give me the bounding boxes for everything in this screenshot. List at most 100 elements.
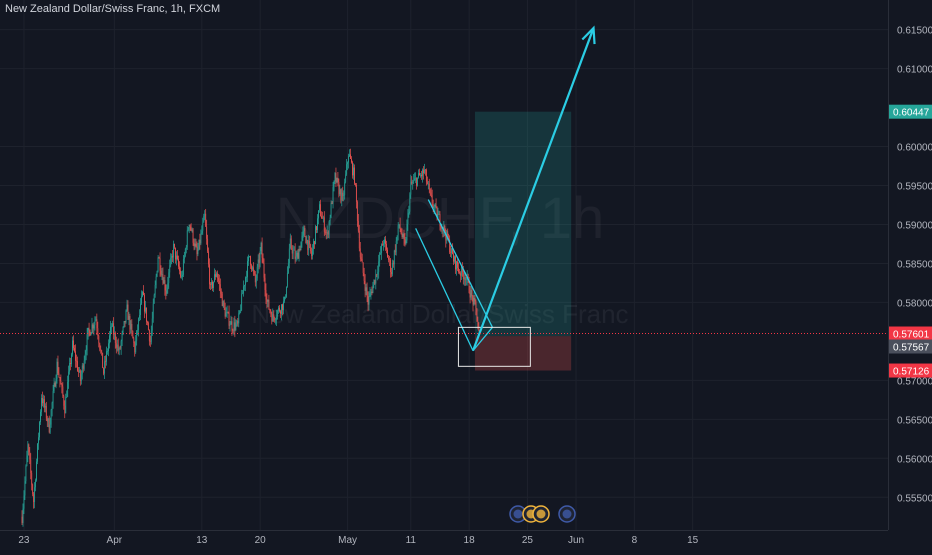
candle-body [173,244,174,258]
candle-body [199,240,200,250]
candle-body [44,399,45,407]
candle-body [296,257,297,259]
candle-body [139,315,140,318]
price-tick-label: 0.59000 [897,220,932,231]
candle-body [465,277,466,280]
candle-body [207,239,208,252]
time-tick-label: 25 [522,535,534,546]
candle-body [158,257,159,271]
candle-body [199,240,200,244]
candle-body [407,213,408,224]
candle-body [177,256,178,259]
candle-body [129,316,130,320]
candle-body [170,258,171,265]
candle-body [246,277,247,278]
candle-body [298,253,299,259]
candle-body [153,303,154,318]
candle-body [172,256,173,257]
candle-body [459,272,460,273]
price-label-text: 0.57126 [893,367,930,378]
candle-body [398,225,399,235]
candle-body [333,187,334,204]
candle-body [102,353,103,368]
candle-body [463,272,464,279]
candle-body [310,244,311,251]
events-layer[interactable] [510,506,575,522]
candle-body [286,287,287,297]
candle-body [389,260,390,261]
profit-zone[interactable] [475,112,571,336]
candle-body [87,334,88,350]
candle-body [219,281,220,284]
candle-body [86,351,87,355]
candle-body [244,285,245,286]
candle-body [145,308,146,312]
candle-body [115,333,116,343]
candle-body [235,324,236,330]
candle-body [225,308,226,316]
time-tick-label: 15 [687,535,699,546]
candle-body [354,167,355,183]
candle-body [427,181,428,183]
candle-body [218,278,219,281]
candle-body [221,291,222,294]
candle-body [365,281,366,291]
candle-body [40,412,41,422]
candle-body [138,318,139,330]
candle-body [367,287,368,296]
candle-body [428,184,429,185]
candle-body [156,277,157,285]
candle-body [250,256,251,265]
watermark-name: New Zealand Dollar/Swiss Franc [251,299,628,329]
candle-body [118,345,119,351]
candle-body [239,311,240,313]
candle-body [253,267,254,271]
candle-body [369,296,370,304]
candle-body [263,258,264,264]
candle-body [382,244,383,245]
candle-body [282,304,283,310]
candle-body [46,406,47,418]
candle-body [53,391,54,402]
candle-body [370,293,371,296]
candle-body [143,292,144,295]
candle-body [58,362,59,374]
candle-body [133,338,134,343]
candle-body [305,237,306,244]
candle-body [347,162,348,164]
candle-body [39,422,40,437]
candle-body [311,251,312,256]
candle-body [230,325,231,326]
stop-loss-zone[interactable] [475,336,571,370]
candle-body [353,167,354,175]
candle-body [95,319,96,321]
candle-body [159,257,160,258]
candle-body [300,249,301,250]
candle-body [395,251,396,253]
candle-body [34,487,35,502]
candle-body [412,182,413,183]
candle-body [61,384,62,386]
candle-body [175,248,176,260]
earth-icon[interactable] [559,506,575,522]
candle-body [390,260,391,272]
candle-body [187,231,188,248]
candle-body [381,244,382,253]
flag-icon[interactable] [533,506,549,522]
candle-body [35,480,36,487]
candle-body [228,312,229,313]
candle-body [473,296,474,305]
candle-body [269,309,270,311]
candle-body [399,224,400,225]
candle-body [236,321,237,324]
candle-body [209,264,210,284]
candle-body [83,365,84,368]
candle-body [117,345,118,348]
candle-body [461,267,462,276]
candle-body [475,298,476,301]
candle-body [52,403,53,410]
candle-body [240,310,241,311]
candle-body [227,312,228,313]
